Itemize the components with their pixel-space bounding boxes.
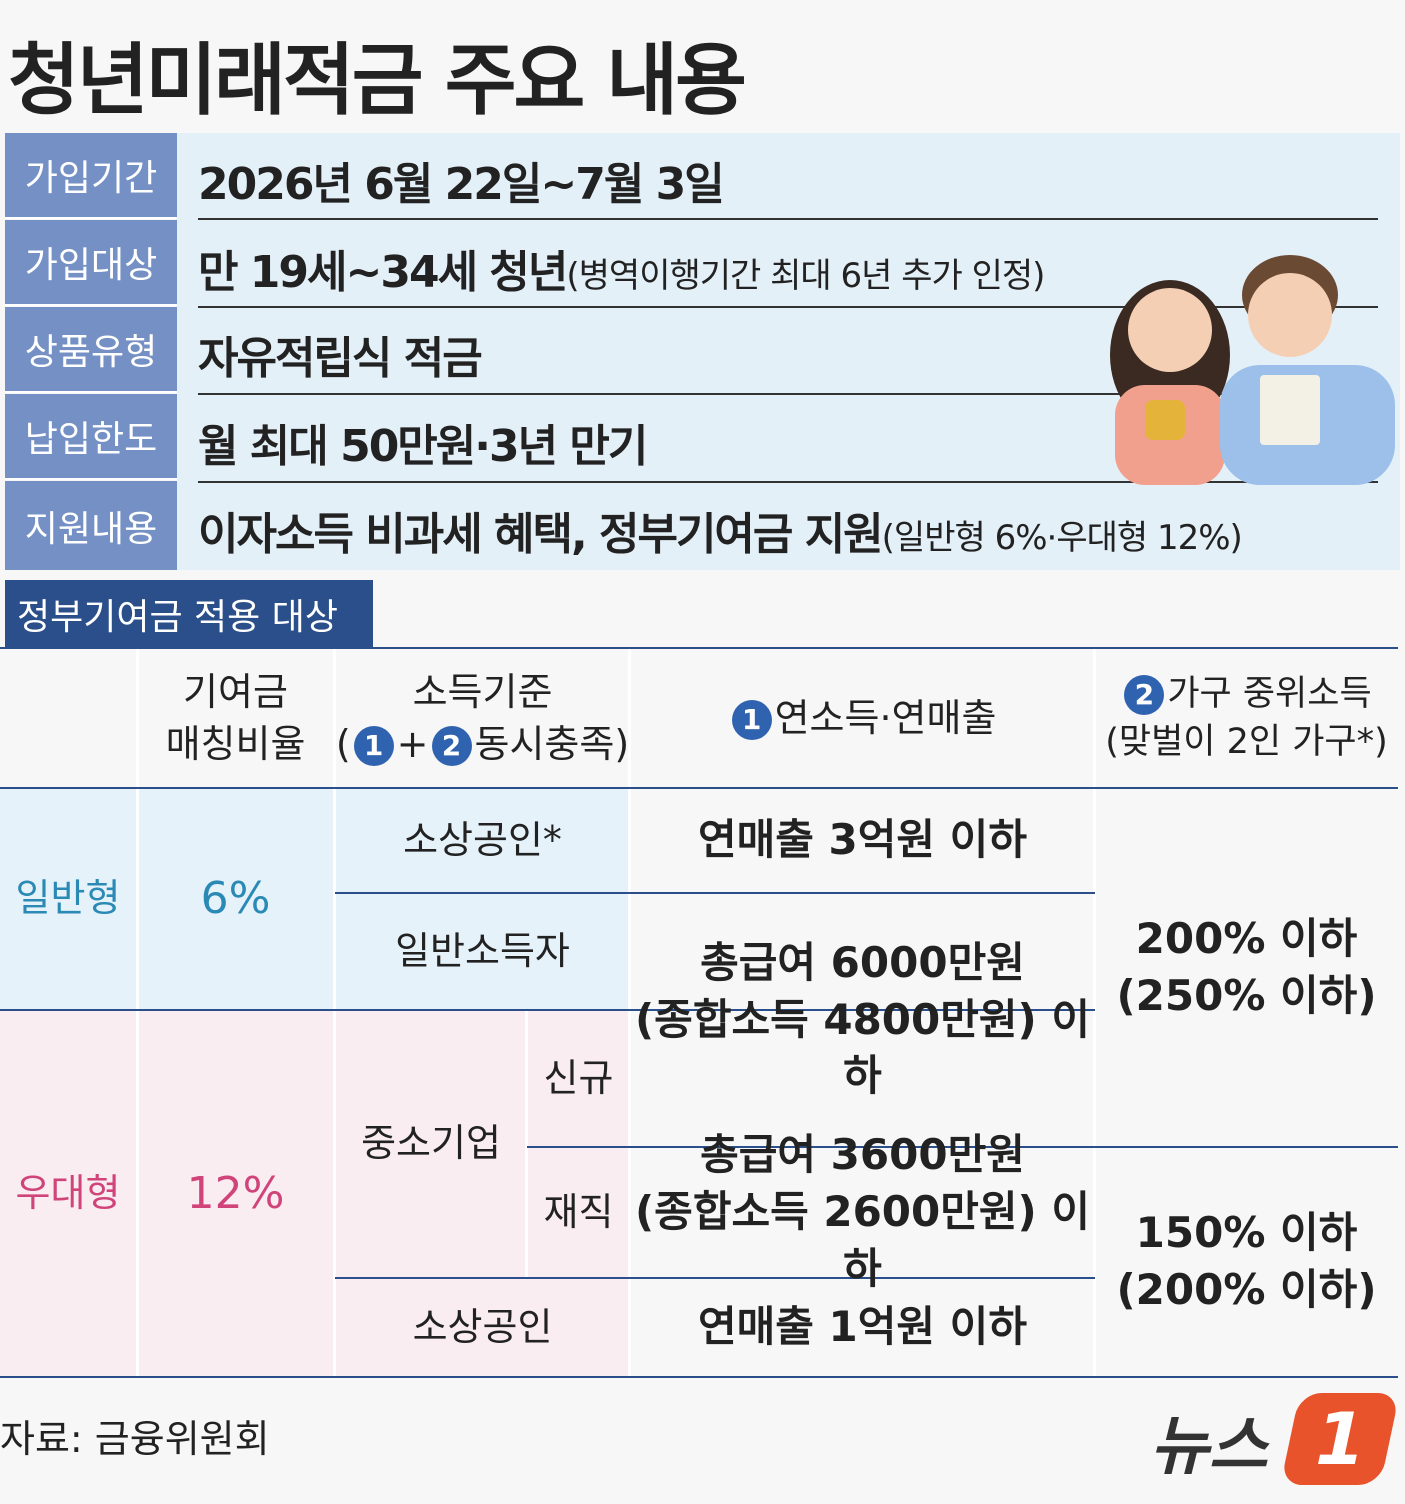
general-bg (335, 788, 630, 1010)
rule (0, 1009, 1095, 1011)
ratio: 6% (200, 873, 271, 925)
group: 소상공인 (412, 1304, 553, 1349)
value: 월 최대 50만원·3년 만기 (198, 421, 648, 472)
value-row: 이자소득 비과세 혜택, 정부기여금 지원(일반형 6%·우대형 12%) (198, 498, 1243, 562)
rule (198, 306, 1378, 308)
income-text: 연매출 1억원 이하 (698, 1302, 1027, 1352)
label: 가입대상 (5, 220, 177, 306)
household: 150% 이하 (200% 이하) (1095, 1147, 1398, 1377)
general-bg (0, 788, 335, 1010)
rule (335, 892, 1095, 894)
rule (198, 218, 1378, 220)
type: 우대형 (15, 1170, 121, 1215)
rule (0, 1376, 1398, 1378)
header: 1 연소득·연매출 (630, 650, 1095, 787)
header-text: ( (335, 721, 351, 766)
divider (525, 1010, 528, 1278)
group: 소상공인* (403, 817, 562, 862)
income: 연매출 1억원 이하 (630, 1278, 1095, 1377)
income: 총급여 3600만원 (종합소득 2600만원) 이하 (630, 1130, 1095, 1292)
badge: 2 (1124, 675, 1165, 716)
badge: 1 (353, 726, 394, 766)
income-text: 연매출 3억원 이하 (698, 815, 1027, 865)
income: 연매출 3억원 이하 (630, 788, 1095, 893)
rule (527, 1146, 1398, 1148)
income: 총급여 6000만원 (종합소득 4800만원) 이하 (630, 893, 1095, 1147)
label: 지원내용 (5, 481, 177, 570)
income-text: (종합소득 4800만원) 이하 (634, 994, 1090, 1101)
group: 일반소득자 (395, 928, 570, 973)
household-text: 150% 이하 (1135, 1208, 1358, 1258)
value: 만 19세~34세 청년 (198, 247, 568, 298)
note: (일반형 6%·우대형 12%) (881, 518, 1243, 558)
preferred-bg (335, 1010, 630, 1377)
section-title: 정부기여금 적용 대상 (5, 580, 373, 647)
income-text: 총급여 6000만원 (700, 937, 1025, 987)
divider (628, 647, 631, 1377)
group: 중소기업 (361, 1121, 501, 1166)
value-row: 만 19세~34세 청년(병역이행기간 최대 6년 추가 인정) (198, 236, 1045, 300)
logo-mark: 1 (1280, 1393, 1400, 1485)
value: 2026년 6월 22일~7월 3일 (198, 159, 725, 210)
header-text: 소득기준 (412, 670, 553, 715)
rule (335, 1277, 1095, 1279)
label: 납입한도 (5, 394, 177, 480)
preferred-bg (0, 1010, 335, 1377)
header: 소득기준 (1 +2 동시충족) (335, 650, 630, 787)
rule (198, 481, 1378, 483)
value: 이자소득 비과세 혜택, 정부기여금 지원 (198, 509, 884, 560)
subgroup: 재직 (543, 1189, 614, 1234)
ratio: 12% (186, 1167, 285, 1219)
value: 자유적립식 적금 (198, 333, 483, 384)
header-text: 매칭비율 (165, 721, 306, 766)
source: 자료: 금융위원회 (0, 1417, 270, 1461)
badge: 2 (431, 726, 472, 766)
income-text: (종합소득 2600만원) 이하 (634, 1187, 1090, 1293)
rule (0, 787, 1398, 789)
label: 상품유형 (5, 307, 177, 393)
illustration (1110, 255, 1395, 485)
title: 청년미래적금 주요 내용 (8, 36, 747, 126)
divider (333, 647, 336, 1377)
rule (198, 393, 1378, 395)
header-text: 가구 중위소득 (1167, 674, 1372, 715)
subgroup: 신규 (543, 1055, 614, 1100)
header-text: (맞벌이 2인 가구*) (1105, 721, 1388, 762)
header-text: 동시충족) (474, 721, 630, 766)
logo-text: 뉴스 (1150, 1410, 1268, 1484)
header: 2 가구 중위소득 (맞벌이 2인 가구*) (1095, 650, 1398, 787)
household: 200% 이하 (250% 이하) (1095, 788, 1398, 1147)
household-text: 200% 이하 (1135, 913, 1358, 963)
divider (136, 647, 139, 1377)
household-text: (250% 이하) (1116, 970, 1377, 1020)
badge: 1 (731, 700, 772, 741)
type: 일반형 (15, 876, 121, 921)
label: 가입기간 (5, 133, 177, 219)
header-text: 연소득·연매출 (774, 695, 997, 740)
divider (1093, 647, 1096, 1377)
rule (0, 647, 1398, 649)
household-text: (200% 이하) (1116, 1265, 1377, 1314)
income-text: 총급여 3600만원 (700, 1130, 1025, 1180)
header-text: 기여금 (183, 670, 288, 715)
note: (병역이행기간 최대 6년 추가 인정) (566, 256, 1045, 296)
header-text: + (396, 721, 429, 766)
